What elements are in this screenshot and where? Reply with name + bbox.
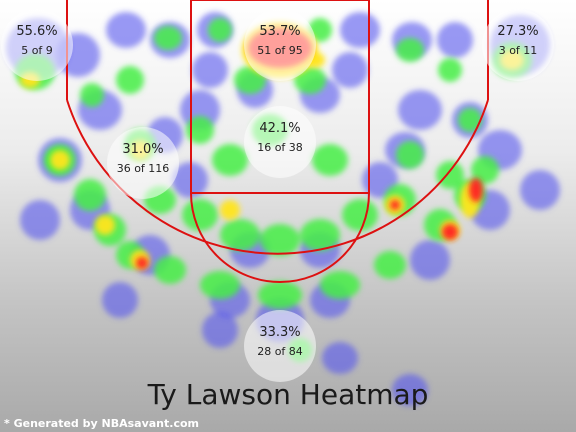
heat-spot (212, 144, 248, 176)
heat-spot (332, 52, 368, 88)
zone-makes-attempts: 5 of 9 (21, 44, 53, 57)
heat-spot (220, 200, 240, 220)
chart-title: Ty Lawson Heatmap (147, 378, 429, 411)
heat-spot (390, 200, 400, 210)
heat-spot (182, 199, 218, 231)
heat-spot (471, 156, 499, 184)
paint-key (190, 0, 370, 194)
heat-spot (186, 116, 214, 144)
heat-spot (322, 342, 358, 374)
heat-spot (260, 224, 300, 256)
heat-spot (102, 282, 138, 318)
three-point-arc (66, 99, 489, 255)
heat-spot (80, 83, 104, 107)
zone-percentage: 27.3% (497, 24, 539, 39)
zone-percentage: 31.0% (122, 142, 164, 157)
heat-spot (154, 26, 182, 50)
heat-spot (154, 256, 186, 284)
heat-spot (410, 240, 450, 280)
heat-spot (442, 224, 458, 240)
zone-percentage: 33.3% (259, 325, 301, 340)
heat-spot (437, 22, 473, 58)
heat-spot (220, 219, 260, 251)
zone-makes-attempts: 16 of 38 (257, 141, 303, 154)
heat-spot (208, 18, 232, 42)
zone-paint: 42.1% 16 of 38 (244, 106, 316, 178)
zone-above-break-three: 33.3% 28 of 84 (244, 310, 316, 382)
heat-spot (374, 251, 406, 279)
heat-spot (340, 12, 380, 48)
heat-spot (202, 312, 238, 348)
zone-makes-attempts: 51 of 95 (257, 44, 303, 57)
credit-text: * Generated by NBAsavant.com (4, 417, 199, 430)
heat-spot (50, 150, 70, 170)
zone-makes-attempts: 3 of 11 (498, 44, 538, 57)
heat-spot (312, 144, 348, 176)
heat-spot (438, 58, 462, 82)
zone-mid-range: 31.0% 36 of 116 (107, 127, 179, 199)
zone-percentage: 42.1% (259, 121, 301, 136)
zone-percentage: 53.7% (259, 24, 301, 39)
heat-spot (136, 257, 148, 269)
heat-spot (436, 161, 464, 189)
heat-spot (95, 215, 115, 235)
heat-spot (20, 200, 60, 240)
heat-spot (74, 179, 106, 211)
heat-spot (396, 141, 424, 169)
heat-spot (192, 52, 228, 88)
heat-spot (300, 219, 340, 251)
heat-spot (396, 38, 424, 62)
zone-makes-attempts: 28 of 84 (257, 345, 303, 358)
heat-spot (320, 271, 360, 299)
zone-percentage: 55.6% (16, 24, 58, 39)
heat-spot (106, 12, 146, 48)
free-throw-arc (190, 192, 370, 283)
heat-spot (392, 374, 428, 406)
heat-spot (458, 108, 482, 132)
heat-spot (469, 178, 483, 202)
heat-spot (116, 66, 144, 94)
zone-makes-attempts: 36 of 116 (116, 162, 170, 175)
zone-left-corner-three: 55.6% 5 of 9 (1, 9, 73, 81)
heat-spot (200, 271, 240, 299)
heat-spot (258, 281, 302, 309)
heat-spot (520, 170, 560, 210)
heat-spot (342, 199, 378, 231)
zone-right-corner-three: 27.3% 3 of 11 (482, 9, 554, 81)
heat-spot (398, 90, 442, 130)
zone-restricted-area: 53.7% 51 of 95 (244, 9, 316, 81)
